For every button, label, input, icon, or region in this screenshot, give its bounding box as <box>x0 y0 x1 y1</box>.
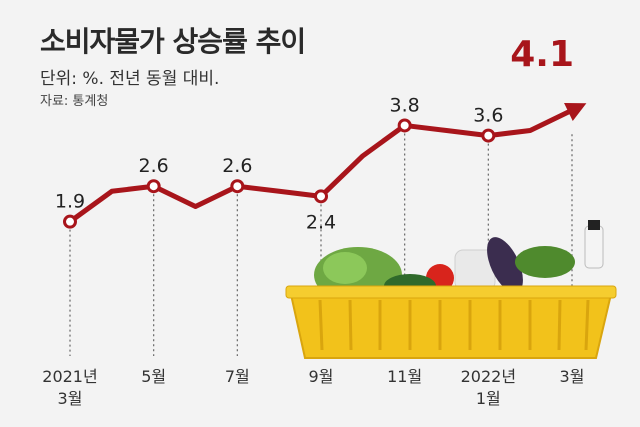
data-value-label: 3.6 <box>473 105 503 127</box>
data-point-marker <box>230 179 245 194</box>
chart-source: 자료: 통계청 <box>40 94 109 109</box>
bottle-icon <box>584 225 604 269</box>
data-value-label: 3.8 <box>390 94 420 116</box>
basket-rim-icon <box>285 285 617 299</box>
x-axis-tick-labels: 2021년 3월 5월 7월 9월 11월 2022년 1월 3월 <box>42 367 584 408</box>
data-point-marker <box>481 128 496 143</box>
grocery-basket-illustration <box>285 220 617 359</box>
x-tick-label: 2021년 <box>42 367 97 386</box>
eggplant-icon <box>487 237 523 293</box>
data-point-marker <box>314 189 328 204</box>
data-markers <box>63 118 496 229</box>
data-value-label: 1.9 <box>55 191 85 213</box>
data-value-label: 2.4 <box>306 211 336 233</box>
data-point-marker <box>63 214 77 229</box>
greens-icon <box>515 246 575 278</box>
x-tick-label: 2022년 <box>461 367 516 386</box>
data-value-label: 4.1 <box>510 34 574 75</box>
x-tick-label: 5월 <box>141 367 166 386</box>
bottle-cap-icon <box>588 220 600 230</box>
x-tick-label: 3월 <box>560 367 585 386</box>
x-tick-label: 7월 <box>225 367 250 386</box>
value-labels: 1.9 2.6 2.6 2.4 3.8 3.6 4.1 <box>55 34 574 233</box>
basket-body-icon <box>288 289 614 359</box>
cabbage-leaf-icon <box>323 252 367 284</box>
x-tick-label: 3월 <box>58 389 83 408</box>
data-point-marker <box>146 179 161 194</box>
data-point-marker <box>397 118 412 133</box>
chart-title: 소비자물가 상승률 추이 <box>40 25 306 58</box>
arrow-head-icon <box>564 103 587 122</box>
chart-subtitle: 단위: %. 전년 동월 대비. <box>40 69 220 89</box>
x-tick-label: 9월 <box>309 367 334 386</box>
x-tick-label: 11월 <box>387 367 422 386</box>
data-value-label: 2.6 <box>139 155 169 177</box>
data-value-label: 2.6 <box>222 155 252 177</box>
x-tick-label: 1월 <box>476 389 501 408</box>
